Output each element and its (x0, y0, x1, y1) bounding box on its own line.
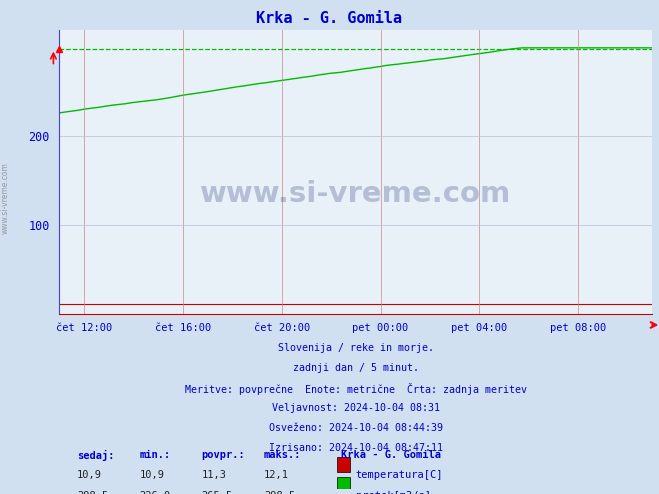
Text: 12,1: 12,1 (264, 470, 289, 480)
Text: zadnji dan / 5 minut.: zadnji dan / 5 minut. (293, 363, 419, 373)
Text: Krka - G. Gomila: Krka - G. Gomila (341, 450, 441, 460)
Text: 298,5: 298,5 (77, 491, 108, 494)
Text: 11,3: 11,3 (202, 470, 227, 480)
Text: 265,5: 265,5 (202, 491, 233, 494)
Bar (337, 457, 350, 472)
Text: Izrisano: 2024-10-04 08:47:11: Izrisano: 2024-10-04 08:47:11 (269, 444, 443, 453)
Text: Slovenija / reke in morje.: Slovenija / reke in morje. (278, 343, 434, 353)
Text: Osveženo: 2024-10-04 08:44:39: Osveženo: 2024-10-04 08:44:39 (269, 423, 443, 433)
Text: 10,9: 10,9 (140, 470, 164, 480)
Text: temperatura[C]: temperatura[C] (356, 470, 444, 480)
Text: www.si-vreme.com: www.si-vreme.com (200, 180, 511, 208)
Text: min.:: min.: (140, 450, 171, 460)
Text: 10,9: 10,9 (77, 470, 102, 480)
Text: povpr.:: povpr.: (202, 450, 245, 460)
Text: sedaj:: sedaj: (77, 450, 115, 461)
Text: maks.:: maks.: (264, 450, 301, 460)
Text: pretok[m3/s]: pretok[m3/s] (356, 491, 431, 494)
Text: www.si-vreme.com: www.si-vreme.com (1, 162, 10, 234)
Text: Veljavnost: 2024-10-04 08:31: Veljavnost: 2024-10-04 08:31 (272, 403, 440, 413)
Text: 226,0: 226,0 (140, 491, 171, 494)
Text: 298,5: 298,5 (264, 491, 295, 494)
Text: Meritve: povprečne  Enote: metrične  Črta: zadnja meritev: Meritve: povprečne Enote: metrične Črta:… (185, 383, 527, 395)
Bar (337, 477, 350, 492)
Text: Krka - G. Gomila: Krka - G. Gomila (256, 11, 403, 26)
